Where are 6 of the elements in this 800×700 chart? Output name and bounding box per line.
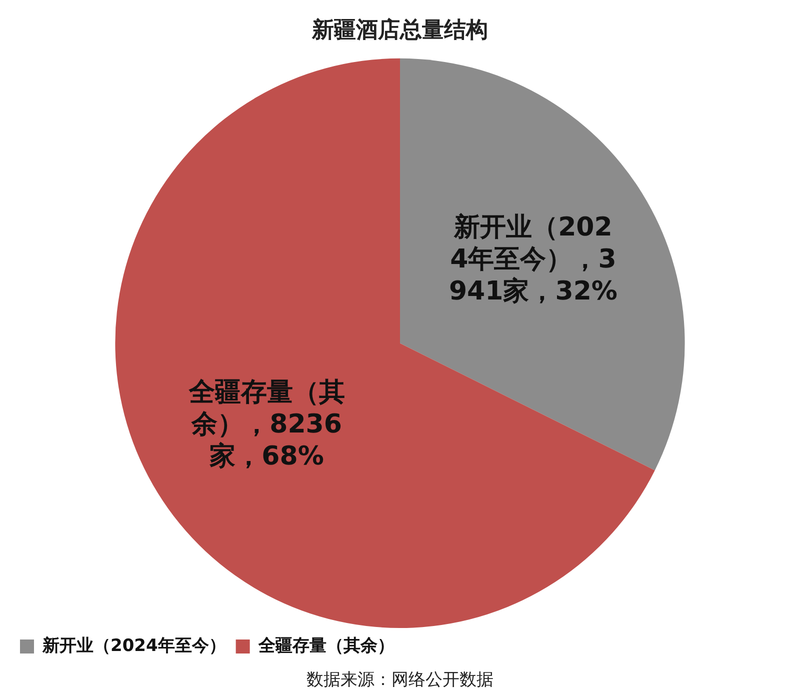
chart-title: 新疆酒店总量结构 [311,16,488,43]
legend-label: 全疆存量（其余） [257,636,394,656]
data-label: 新开业（2024年至今），3941家，32% [448,212,618,307]
source-note: 数据来源：网络公开数据 [306,669,494,691]
legend-label: 新开业（2024年至今） [42,636,226,656]
data-label: 全疆存量（其余），8236家，68% [188,377,345,472]
